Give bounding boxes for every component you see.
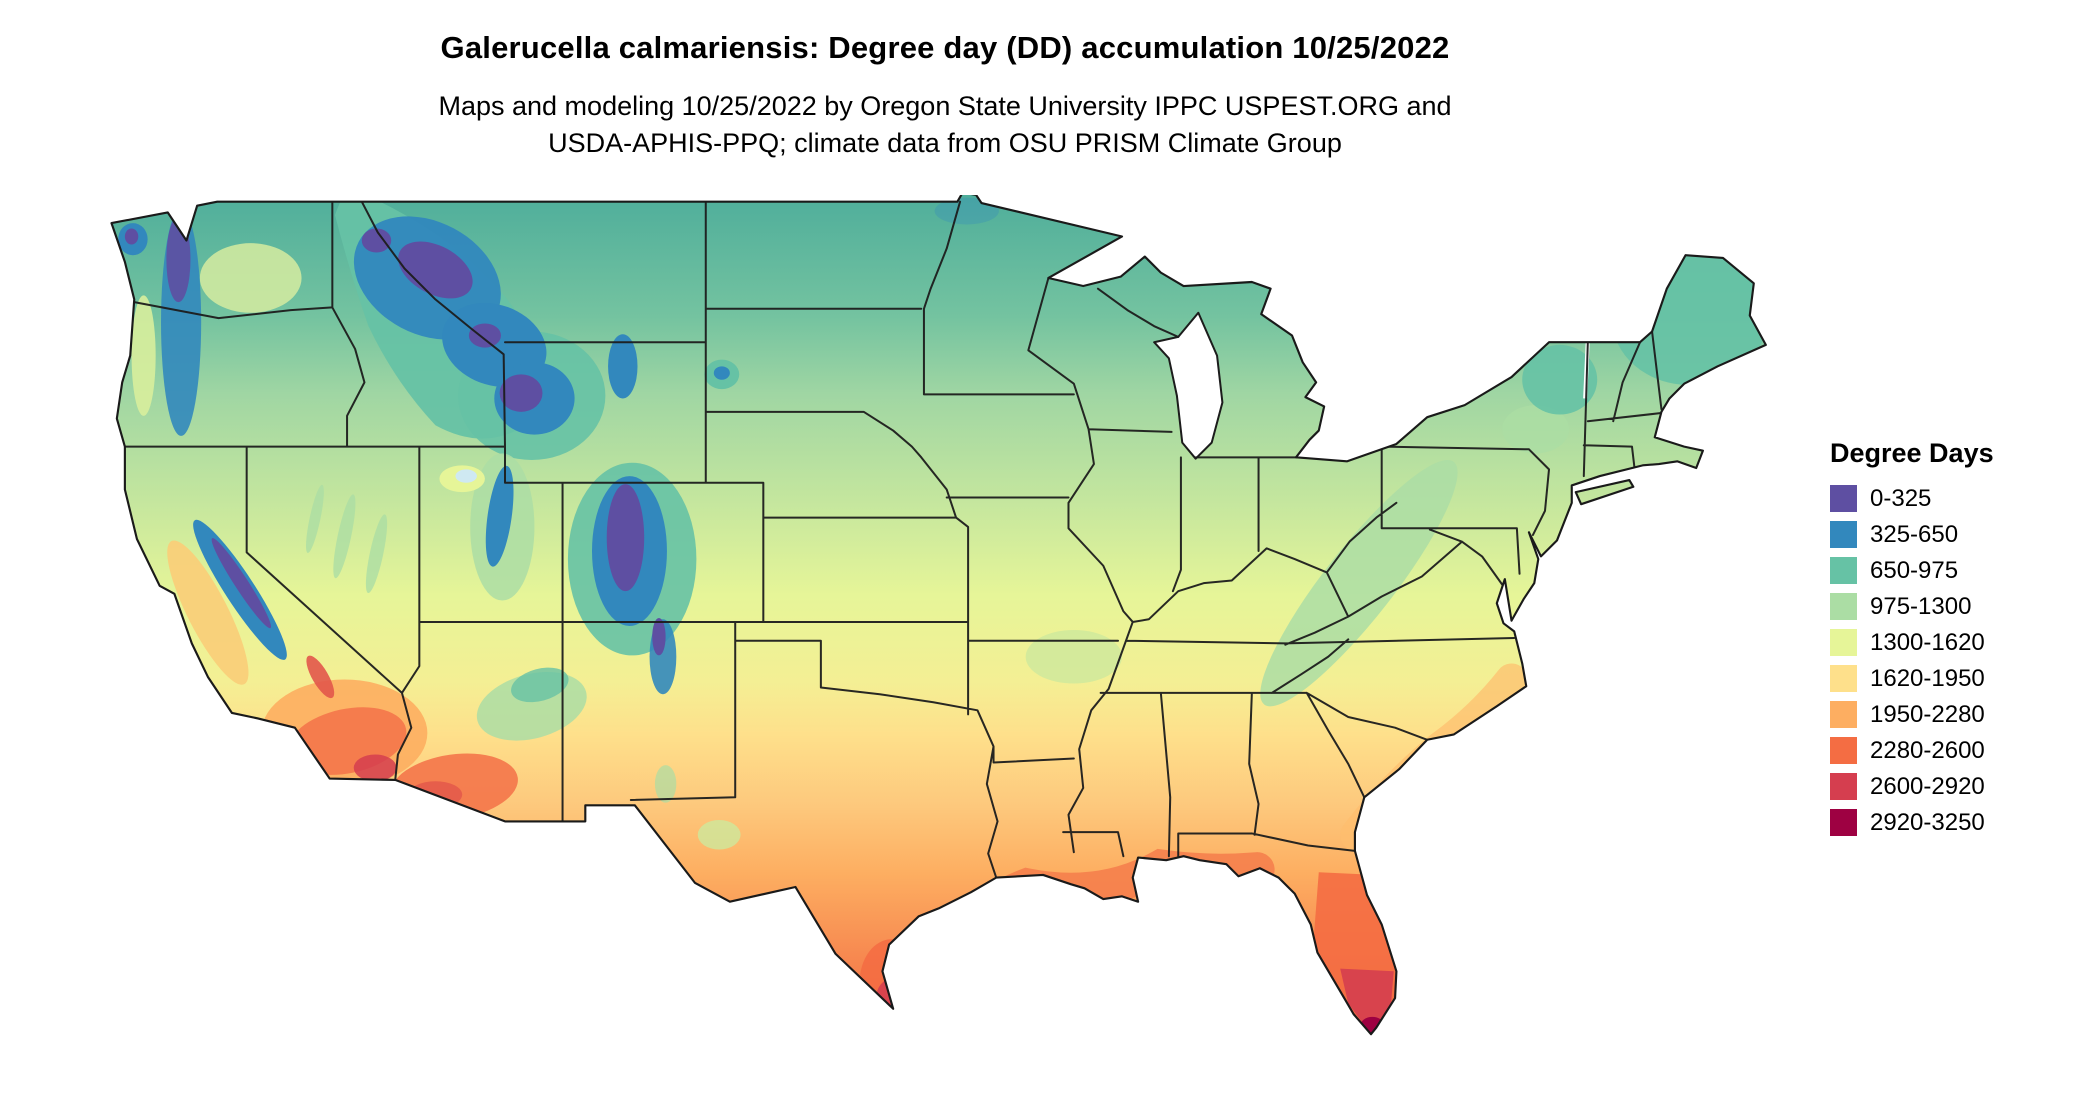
legend-swatch bbox=[1830, 557, 1857, 584]
legend-label: 325-650 bbox=[1870, 520, 1959, 548]
wyoming-purple bbox=[499, 374, 543, 412]
central-valley bbox=[167, 540, 249, 685]
black-hills-blue bbox=[713, 366, 730, 380]
us-degree-day-map bbox=[90, 191, 1790, 1065]
legend-swatch bbox=[1830, 665, 1857, 692]
olympics-purple bbox=[124, 228, 139, 245]
state-borders bbox=[123, 200, 1663, 879]
map-subtitle: Maps and modeling 10/25/2022 by Oregon S… bbox=[0, 88, 1890, 162]
catskills bbox=[1502, 405, 1570, 454]
columbia-basin bbox=[199, 243, 302, 313]
legend-entries: 0-325 325-650 650-975 975-1300 1300-1620 1620… bbox=[1830, 485, 1994, 836]
legend-entry: 1950-2280 bbox=[1830, 701, 1994, 728]
legend-entry: 1300-1620 bbox=[1830, 629, 1994, 656]
legend-label: 975-1300 bbox=[1870, 592, 1972, 620]
legend-swatch bbox=[1830, 593, 1857, 620]
nevada-ridge bbox=[365, 514, 388, 594]
map-subtitle-line2: USDA-APHIS-PPQ; climate data from OSU PR… bbox=[548, 128, 1342, 158]
legend: Degree Days 0-325 325-650 650-975 975-1300 1… bbox=[1830, 438, 1994, 845]
legend-swatch bbox=[1830, 485, 1857, 512]
legend-entry: 325-650 bbox=[1830, 521, 1994, 548]
legend-entry: 975-1300 bbox=[1830, 593, 1994, 620]
bitterroot-purple bbox=[398, 241, 473, 299]
legend-label: 1300-1620 bbox=[1870, 628, 1985, 656]
us-outline bbox=[110, 191, 1767, 1036]
legend-label: 2280-2600 bbox=[1870, 736, 1985, 764]
colorado-purple bbox=[606, 484, 645, 592]
ozarks bbox=[1025, 630, 1123, 684]
south-texas-hot bbox=[859, 939, 924, 1025]
appalachians bbox=[1260, 459, 1458, 707]
legend-label: 1950-2280 bbox=[1870, 700, 1985, 728]
legend-label: 2920-3250 bbox=[1870, 808, 1985, 836]
map-title: Galerucella calmariensis: Degree day (DD… bbox=[440, 30, 1450, 65]
legend-label: 2600-2920 bbox=[1870, 772, 1985, 800]
legend-entry: 2280-2600 bbox=[1830, 737, 1994, 764]
legend-label: 650-975 bbox=[1870, 556, 1959, 584]
sierra-nevada-purple bbox=[211, 538, 272, 629]
guadalupe-mountains bbox=[654, 765, 677, 803]
legend-swatch bbox=[1830, 701, 1857, 728]
bighorns-blue bbox=[608, 334, 638, 399]
legend-entry: 1620-1950 bbox=[1830, 665, 1994, 692]
legend-label: 0-325 bbox=[1870, 484, 1932, 512]
sangre-de-cristo-purple bbox=[652, 617, 666, 656]
south-florida-red bbox=[1340, 968, 1394, 1035]
willamette-valley bbox=[131, 295, 156, 416]
death-valley-red bbox=[306, 655, 335, 699]
rio-grande-valley-red bbox=[875, 978, 911, 1021]
legend-entry: 2920-3250 bbox=[1830, 809, 1994, 836]
panhandle-purple bbox=[361, 228, 392, 253]
adirondacks bbox=[1522, 344, 1598, 415]
arizona-highlands bbox=[511, 667, 569, 703]
legend-entry: 650-975 bbox=[1830, 557, 1994, 584]
legend-swatch bbox=[1830, 737, 1857, 764]
legend-title: Degree Days bbox=[1830, 438, 1994, 468]
wasatch-blue bbox=[485, 465, 514, 567]
imperial-valley-red bbox=[353, 754, 397, 782]
map-subtitle-line1: Maps and modeling 10/25/2022 by Oregon S… bbox=[438, 91, 1452, 121]
montana-purple bbox=[468, 323, 501, 348]
us-map-svg bbox=[110, 191, 1767, 1036]
great-salt-lake bbox=[455, 469, 477, 483]
legend-entry: 2600-2920 bbox=[1830, 773, 1994, 800]
nevada-ridge bbox=[306, 484, 324, 553]
northern-new-england bbox=[1611, 251, 1766, 386]
legend-swatch bbox=[1830, 809, 1857, 836]
legend-entry: 0-325 bbox=[1830, 485, 1994, 512]
degree-day-raster bbox=[111, 192, 1766, 1035]
legend-label: 1620-1950 bbox=[1870, 664, 1985, 692]
legend-swatch bbox=[1830, 521, 1857, 548]
legend-swatch bbox=[1830, 773, 1857, 800]
lake-michigan bbox=[1153, 311, 1224, 460]
davis-mountains bbox=[697, 820, 741, 850]
legend-swatch bbox=[1830, 629, 1857, 656]
nevada-ridge bbox=[333, 494, 356, 579]
